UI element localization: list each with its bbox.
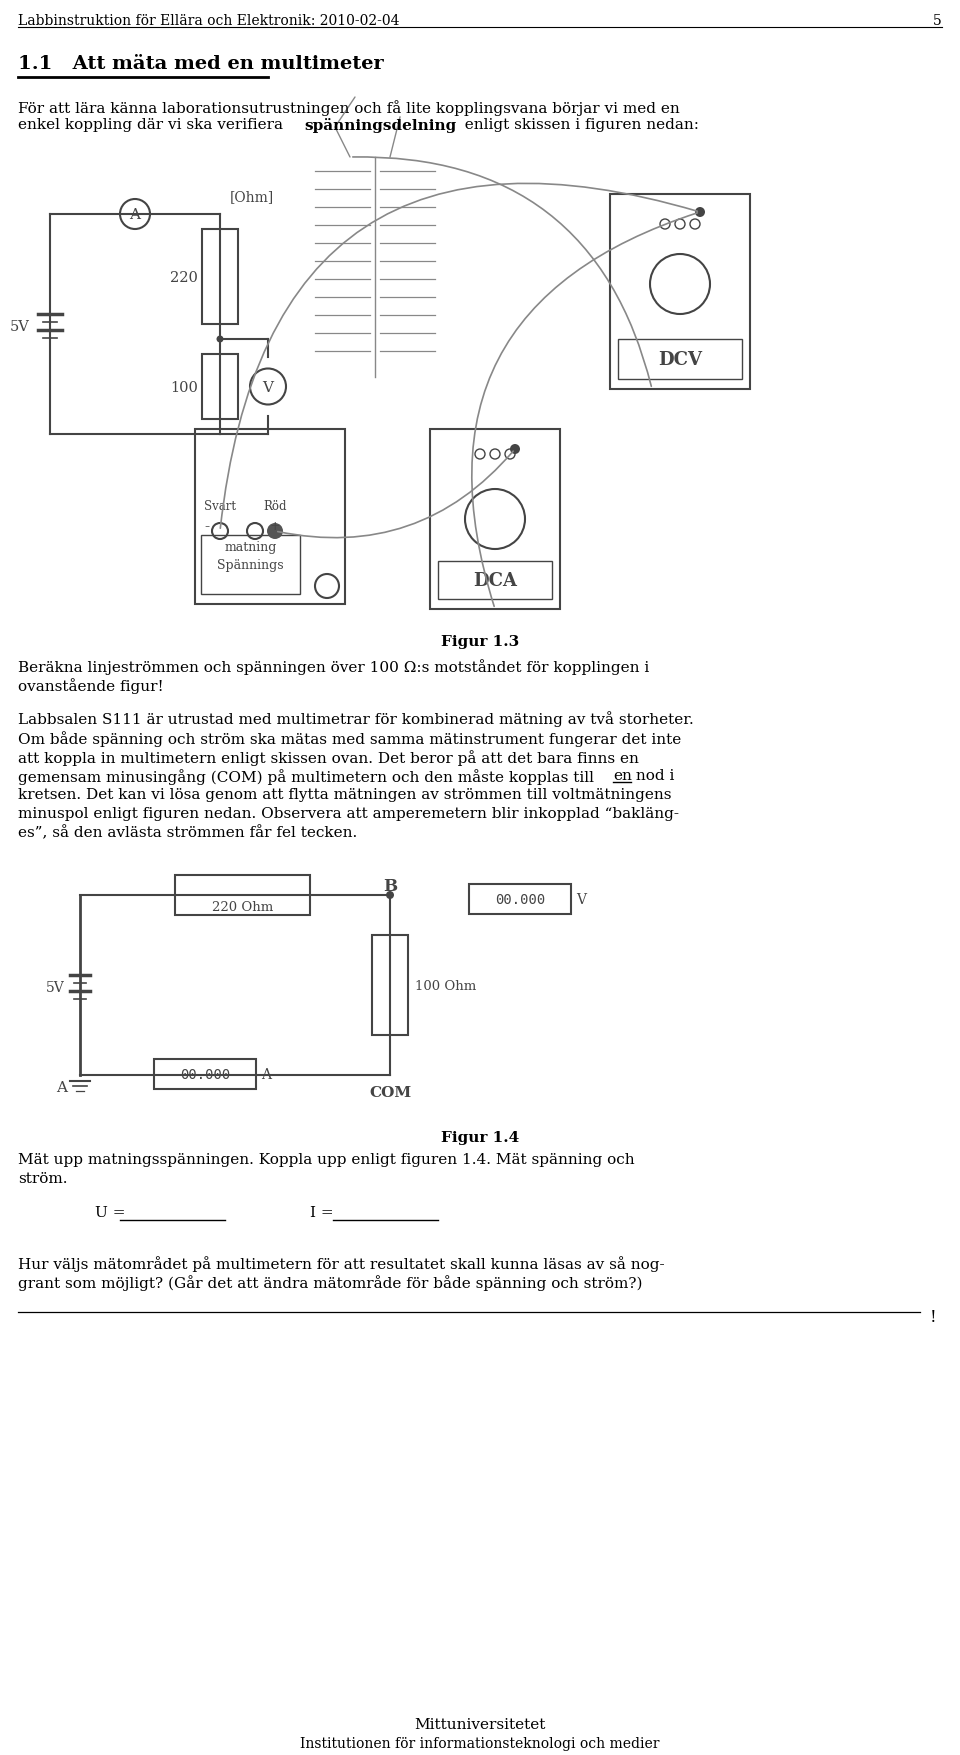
Circle shape	[695, 207, 705, 218]
Text: Om både spänning och ström ska mätas med samma mätinstrument fungerar det inte: Om både spänning och ström ska mätas med…	[18, 730, 682, 746]
Text: För att lära känna laborationsutrustningen och få lite kopplingsvana börjar vi m: För att lära känna laborationsutrustning…	[18, 100, 680, 116]
Text: kretsen. Det kan vi lösa genom att flytta mätningen av strömmen till voltmätning: kretsen. Det kan vi lösa genom att flytt…	[18, 788, 671, 802]
Text: 00.000: 00.000	[494, 893, 545, 907]
Text: Figur 1.3: Figur 1.3	[441, 635, 519, 649]
Text: !: !	[930, 1307, 937, 1325]
Text: ovanstående figur!: ovanstående figur!	[18, 677, 164, 693]
Text: -: -	[204, 519, 209, 534]
Text: Labbsalen S111 är utrustad med multimetrar för kombinerad mätning av två storhet: Labbsalen S111 är utrustad med multimetr…	[18, 711, 694, 727]
Text: gemensam minusingång (COM) på multimetern och den måste kopplas till: gemensam minusingång (COM) på multimeter…	[18, 769, 599, 784]
Text: A: A	[57, 1081, 67, 1095]
Text: DCA: DCA	[473, 572, 517, 590]
Text: COM: COM	[369, 1085, 411, 1099]
Text: spänningsdelning: spänningsdelning	[304, 118, 456, 133]
Text: 100 Ohm: 100 Ohm	[415, 979, 476, 992]
Text: Hur väljs mätområdet på multimetern för att resultatet skall kunna läsas av så n: Hur väljs mätområdet på multimetern för …	[18, 1255, 664, 1271]
Text: V: V	[576, 893, 586, 907]
Text: att koppla in multimetern enligt skissen ovan. Det beror på att det bara finns e: att koppla in multimetern enligt skissen…	[18, 749, 638, 765]
Text: Svart: Svart	[204, 500, 236, 512]
Text: enligt skissen i figuren nedan:: enligt skissen i figuren nedan:	[455, 118, 699, 132]
Text: 00.000: 00.000	[180, 1067, 230, 1081]
Text: grant som möjligt? (Går det att ändra mätområde för både spänning och ström?): grant som möjligt? (Går det att ändra mä…	[18, 1274, 642, 1290]
Text: I =: I =	[310, 1206, 339, 1220]
Text: en: en	[613, 769, 632, 783]
Text: nod i: nod i	[631, 769, 674, 783]
Circle shape	[510, 444, 520, 455]
Text: Labbinstruktion för Ellära och Elektronik: 2010-02-04: Labbinstruktion för Ellära och Elektroni…	[18, 14, 399, 28]
Text: B: B	[383, 878, 397, 895]
Text: matning: matning	[225, 541, 276, 555]
Circle shape	[267, 523, 283, 541]
Text: U =: U =	[95, 1206, 131, 1220]
Text: enkel koppling där vi ska verifiera: enkel koppling där vi ska verifiera	[18, 118, 288, 132]
Text: 5V: 5V	[11, 319, 30, 333]
Text: Institutionen för informationsteknologi och medier: Institutionen för informationsteknologi …	[300, 1736, 660, 1750]
Text: A: A	[261, 1067, 271, 1081]
Text: es”, så den avlästa strömmen får fel tecken.: es”, så den avlästa strömmen får fel tec…	[18, 825, 357, 841]
Text: A: A	[130, 207, 140, 221]
Text: Mittuniversitetet: Mittuniversitetet	[415, 1716, 545, 1730]
Circle shape	[386, 892, 394, 900]
Text: ström.: ström.	[18, 1171, 67, 1185]
Text: 100: 100	[170, 381, 198, 395]
Text: minuspol enligt figuren nedan. Observera att amperemetern blir inkopplad “baklän: minuspol enligt figuren nedan. Observera…	[18, 807, 679, 821]
Text: Beräkna linjeströmmen och spänningen över 100 Ω:s motståndet för kopplingen i: Beräkna linjeströmmen och spänningen öve…	[18, 658, 649, 674]
Text: V: V	[262, 381, 274, 395]
Text: [Ohm]: [Ohm]	[230, 190, 275, 204]
Text: 220: 220	[170, 270, 198, 284]
Text: 5V: 5V	[46, 981, 65, 995]
Text: Figur 1.4: Figur 1.4	[441, 1130, 519, 1144]
Text: 220 Ohm: 220 Ohm	[212, 900, 274, 914]
Circle shape	[217, 337, 224, 344]
Text: DCV: DCV	[658, 351, 702, 369]
Text: Spännings: Spännings	[217, 560, 284, 572]
Text: Mät upp matningsspänningen. Koppla upp enligt figuren 1.4. Mät spänning och: Mät upp matningsspänningen. Koppla upp e…	[18, 1153, 635, 1167]
Text: 5: 5	[933, 14, 942, 28]
Text: 1.1   Att mäta med en multimeter: 1.1 Att mäta med en multimeter	[18, 54, 384, 74]
Text: Röd: Röd	[263, 500, 287, 512]
Text: +: +	[270, 519, 280, 534]
